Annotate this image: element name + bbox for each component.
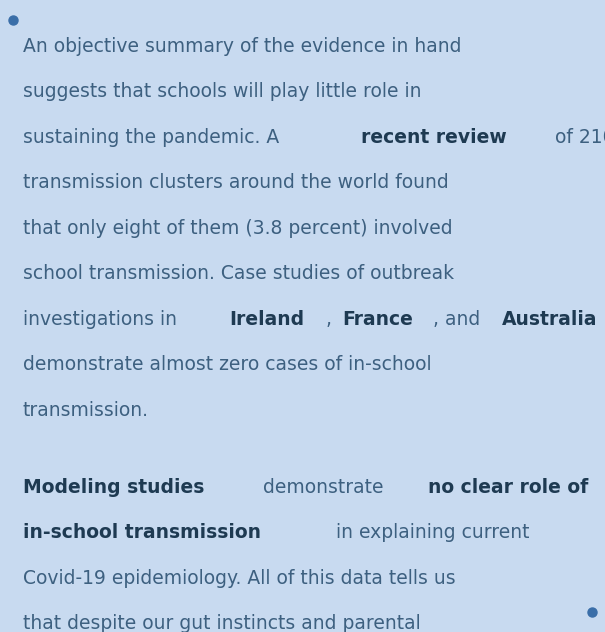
Text: ,: , (326, 310, 338, 329)
Text: that only eight of them (3.8 percent) involved: that only eight of them (3.8 percent) in… (23, 219, 453, 238)
Text: in-school transmission: in-school transmission (23, 523, 261, 542)
Text: of 210: of 210 (549, 128, 605, 147)
Text: transmission.: transmission. (23, 401, 149, 420)
Text: An objective summary of the evidence in hand: An objective summary of the evidence in … (23, 37, 462, 56)
Text: Modeling studies: Modeling studies (23, 478, 204, 497)
Text: investigations in: investigations in (23, 310, 183, 329)
Text: demonstrate: demonstrate (257, 478, 390, 497)
Text: demonstrate almost zero cases of in-school: demonstrate almost zero cases of in-scho… (23, 355, 431, 374)
Text: school transmission. Case studies of outbreak: school transmission. Case studies of out… (23, 264, 454, 283)
Text: suggests that schools will play little role in: suggests that schools will play little r… (23, 82, 422, 101)
Text: sustaining the pandemic. A: sustaining the pandemic. A (23, 128, 285, 147)
Text: France: France (342, 310, 413, 329)
Text: that despite our gut instincts and parental: that despite our gut instincts and paren… (23, 614, 420, 632)
Text: Australia: Australia (502, 310, 598, 329)
Text: no clear role of: no clear role of (428, 478, 588, 497)
Text: in explaining current: in explaining current (330, 523, 529, 542)
Text: transmission clusters around the world found: transmission clusters around the world f… (23, 173, 449, 192)
Text: Ireland: Ireland (229, 310, 304, 329)
Text: Covid-19 epidemiology. All of this data tells us: Covid-19 epidemiology. All of this data … (23, 569, 456, 588)
Text: , and: , and (433, 310, 486, 329)
Text: recent review: recent review (361, 128, 507, 147)
